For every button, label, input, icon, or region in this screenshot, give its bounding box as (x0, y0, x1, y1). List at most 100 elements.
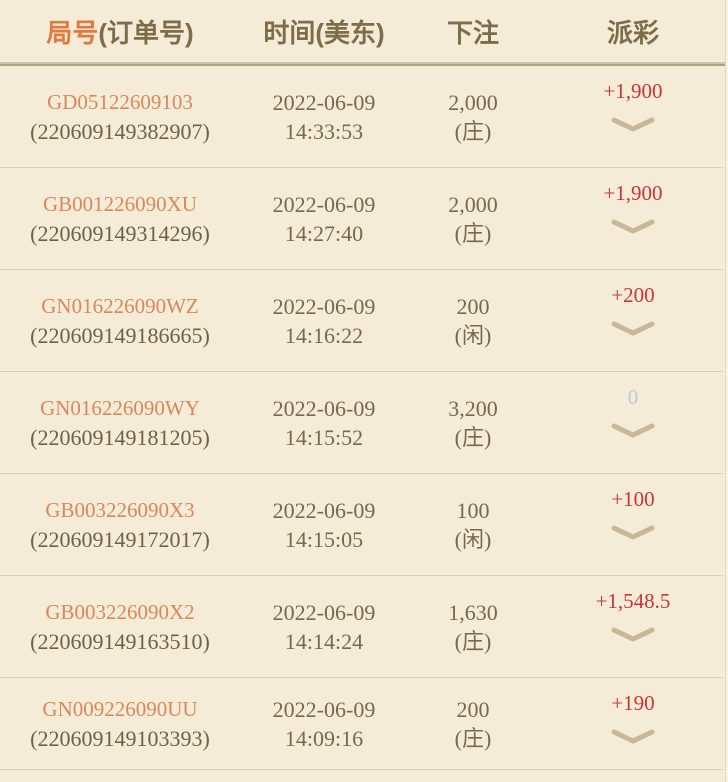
bet-date: 2022-06-09 (272, 90, 376, 115)
bet-amount: 1,630 (448, 600, 498, 625)
chevron-down-icon[interactable] (610, 524, 656, 541)
bet-amount: 100 (456, 498, 490, 523)
bet-date: 2022-06-09 (272, 600, 376, 625)
bet-record-row[interactable]: GB001226090XU (220609149314296) 2022-06-… (0, 168, 728, 270)
bet-record-row[interactable]: GB003226090X3 (220609149172017) 2022-06-… (0, 474, 728, 576)
bet-side: (闲) (454, 527, 492, 552)
chevron-down-icon[interactable] (610, 320, 656, 337)
bet-side: (庄) (454, 629, 492, 654)
column-header-time: 时间(美东) (263, 17, 385, 48)
payout-cell: +1,900 (538, 168, 728, 270)
bet-date: 2022-06-09 (272, 294, 376, 319)
bet-amount: 2,000 (448, 192, 498, 217)
bet-time: 14:15:05 (284, 527, 364, 552)
bet-record-row[interactable]: GD05122609103 (220609149382907) 2022-06-… (0, 66, 728, 168)
bet-time: 14:15:52 (284, 425, 364, 450)
game-id-cell: GB003226090X2 (220609149163510) (0, 597, 240, 657)
payout-cell: +190 (538, 678, 728, 770)
payout-amount: +190 (611, 691, 655, 715)
time-cell: 2022-06-09 14:15:52 (240, 394, 408, 452)
order-number: (220609149314296) (30, 221, 210, 246)
bet-cell: 3,200 (庄) (408, 394, 538, 452)
bet-amount: 3,200 (448, 396, 498, 421)
time-cell: 2022-06-09 14:16:22 (240, 292, 408, 350)
bet-time: 14:16:22 (284, 323, 364, 348)
payout-amount: +1,548.5 (595, 589, 671, 613)
bet-cell: 2,000 (庄) (408, 88, 538, 146)
game-id: GB003226090X3 (45, 498, 195, 522)
order-number: (220609149172017) (30, 527, 210, 552)
bet-record-row[interactable]: GN009226090UU (220609149103393) 2022-06-… (0, 678, 728, 770)
bet-cell: 1,630 (庄) (408, 598, 538, 656)
game-id-cell: GN016226090WY (220609149181205) (0, 393, 240, 453)
payout-amount: 0 (627, 385, 639, 409)
game-id-cell: GD05122609103 (220609149382907) (0, 87, 240, 147)
chevron-down-icon[interactable] (610, 422, 656, 439)
order-number: (220609149181205) (30, 425, 210, 450)
table-header-row: 局号(订单号) 时间(美东) 下注 派彩 (0, 0, 728, 62)
bet-date: 2022-06-09 (272, 396, 376, 421)
bet-side: (闲) (454, 323, 492, 348)
time-cell: 2022-06-09 14:09:16 (240, 695, 408, 753)
bet-cell: 200 (闲) (408, 292, 538, 350)
game-id: GN016226090WY (40, 396, 200, 420)
time-cell: 2022-06-09 14:33:53 (240, 88, 408, 146)
column-header-bet: 下注 (446, 17, 499, 48)
game-id: GB001226090XU (42, 192, 197, 216)
bet-side: (庄) (454, 425, 492, 450)
game-id: GD05122609103 (47, 90, 193, 114)
order-number: (220609149382907) (30, 119, 210, 144)
game-id-cell: GB003226090X3 (220609149172017) (0, 495, 240, 555)
bet-amount: 200 (456, 697, 490, 722)
payout-cell: +1,548.5 (538, 576, 728, 678)
bet-record-row[interactable]: GN016226090WZ (220609149186665) 2022-06-… (0, 270, 728, 372)
chevron-down-icon[interactable] (610, 218, 656, 235)
time-cell: 2022-06-09 14:27:40 (240, 190, 408, 248)
game-id: GN009226090UU (42, 697, 198, 721)
bet-date: 2022-06-09 (272, 697, 376, 722)
game-id-cell: GB001226090XU (220609149314296) (0, 189, 240, 249)
bet-time: 14:33:53 (284, 119, 364, 144)
bet-record-row[interactable]: GN016226090WY (220609149181205) 2022-06-… (0, 372, 728, 474)
bet-cell: 200 (庄) (408, 695, 538, 753)
header-divider (0, 62, 728, 66)
order-number: (220609149186665) (30, 323, 210, 348)
column-header-game-id: 局号(订单号) (0, 13, 240, 50)
payout-amount: +200 (611, 283, 655, 307)
payout-cell: +1,900 (538, 66, 728, 168)
bet-side: (庄) (454, 119, 492, 144)
payout-amount: +1,900 (603, 79, 663, 103)
bet-amount: 200 (456, 294, 490, 319)
time-cell: 2022-06-09 14:15:05 (240, 496, 408, 554)
bet-record-row[interactable]: GB003226090X2 (220609149163510) 2022-06-… (0, 576, 728, 678)
game-id: GB003226090X2 (45, 600, 195, 624)
bet-date: 2022-06-09 (272, 498, 376, 523)
chevron-down-icon[interactable] (610, 626, 656, 643)
chevron-down-icon[interactable] (610, 728, 656, 745)
payout-cell: +200 (538, 270, 728, 372)
bet-time: 14:27:40 (284, 221, 364, 246)
game-id-cell: GN009226090UU (220609149103393) (0, 694, 240, 754)
bet-side: (庄) (454, 221, 492, 246)
payout-cell: 0 (538, 372, 728, 474)
payout-amount: +100 (611, 487, 655, 511)
time-cell: 2022-06-09 14:14:24 (240, 598, 408, 656)
payout-cell: +100 (538, 474, 728, 576)
column-header-order-no: (订单号) (98, 17, 194, 48)
bet-cell: 100 (闲) (408, 496, 538, 554)
payout-amount: +1,900 (603, 181, 663, 205)
bet-side: (庄) (454, 726, 492, 751)
bet-time: 14:14:24 (284, 629, 364, 654)
chevron-down-icon[interactable] (610, 116, 656, 133)
column-header-game-id-highlight: 局号 (46, 17, 99, 48)
game-id: GN016226090WZ (41, 294, 199, 318)
game-id-cell: GN016226090WZ (220609149186665) (0, 291, 240, 351)
bet-cell: 2,000 (庄) (408, 190, 538, 248)
column-header-payout: 派彩 (606, 17, 659, 48)
bet-time: 14:09:16 (284, 726, 364, 751)
bet-date: 2022-06-09 (272, 192, 376, 217)
page-edge-strip (725, 0, 728, 782)
order-number: (220609149163510) (30, 629, 210, 654)
bet-amount: 2,000 (448, 90, 498, 115)
